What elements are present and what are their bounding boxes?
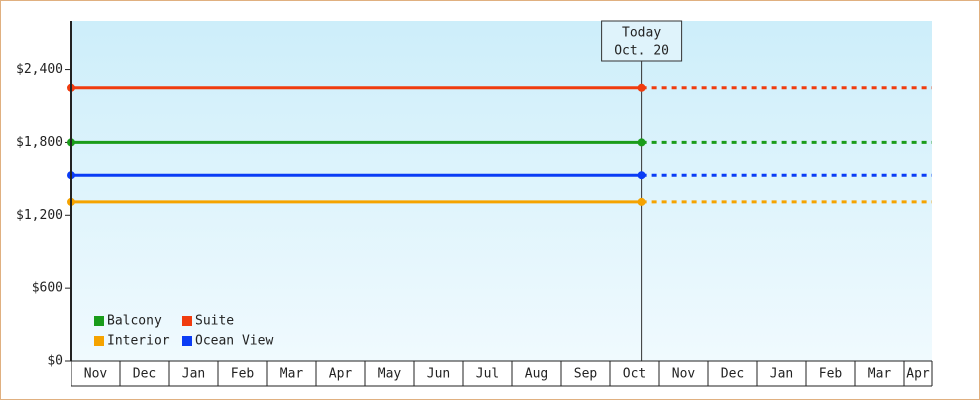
legend-swatch	[94, 316, 104, 326]
legend-label: Balcony	[107, 314, 162, 329]
point	[637, 197, 646, 206]
x-tick-label: Nov	[84, 367, 108, 382]
today-box	[601, 20, 683, 62]
x-tick-label: Feb	[231, 367, 255, 382]
point	[637, 83, 646, 92]
legend-label: Ocean View	[195, 334, 273, 349]
x-axis: Nov Dec Jan Feb Mar Apr May Jun Jul Aug Sep Oct Nov D…	[71, 361, 930, 386]
legend-label: Suite	[195, 314, 234, 329]
point	[637, 171, 646, 180]
x-tick-label: Jul	[476, 367, 499, 382]
x-tick-label: Jan	[182, 367, 205, 382]
y-tick-label: $1,800	[16, 135, 63, 150]
y-tick-label: $0	[47, 354, 63, 369]
legend-swatch	[182, 316, 192, 326]
x-tick-label: Aug	[525, 367, 548, 382]
x-tick-label: Jun	[427, 367, 450, 382]
x-tick-label: Feb	[819, 367, 843, 382]
point	[637, 138, 646, 147]
today-label: Today	[622, 26, 661, 41]
x-tick-label: Mar	[280, 367, 304, 382]
y-tick-label: $1,200	[16, 208, 63, 223]
x-tick-label: Jan	[770, 367, 793, 382]
today-date: Oct. 20	[614, 44, 669, 59]
legend-swatch	[182, 336, 192, 346]
x-tick-label: Dec	[133, 367, 156, 382]
x-tick-label: Mar	[868, 367, 892, 382]
y-tick-label: $2,400	[16, 62, 63, 77]
plot-area	[71, 21, 932, 361]
legend-swatch	[94, 336, 104, 346]
x-tick-label: May	[378, 367, 402, 382]
x-tick-label: Sep	[574, 367, 598, 382]
x-tick-label: Dec	[721, 367, 744, 382]
y-tick-label: $600	[32, 281, 63, 296]
x-tick-label: Nov	[672, 367, 696, 382]
x-tick-label: Apr	[906, 367, 930, 382]
x-tick-label: Apr	[329, 367, 353, 382]
x-tick-label: Oct	[623, 367, 646, 382]
legend-label: Interior	[107, 334, 170, 349]
